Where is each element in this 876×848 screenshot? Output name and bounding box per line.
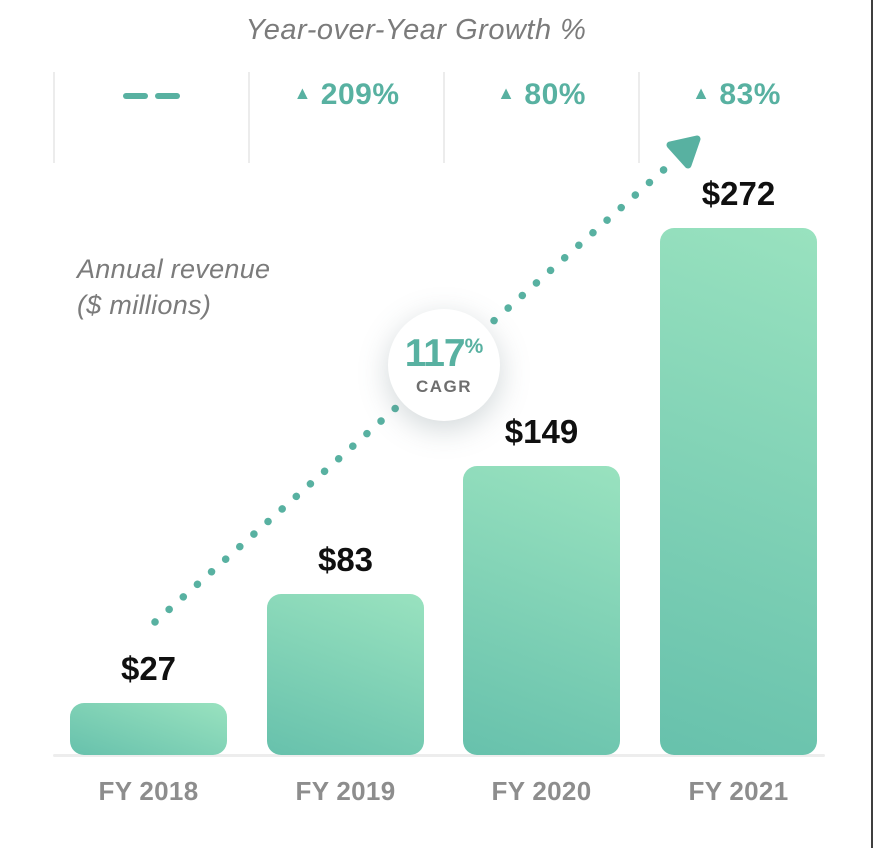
bar-category-label: FY 2018 xyxy=(98,776,199,806)
bar-category-label: FY 2021 xyxy=(688,776,789,806)
triangle-up-icon: ▲ xyxy=(293,82,312,103)
growth-cell-fy-2018 xyxy=(53,72,248,163)
growth-percent-text: 209% xyxy=(320,78,400,111)
dash-icon xyxy=(123,93,148,99)
growth-value: ▲ 80% xyxy=(497,78,586,112)
cagr-number: 117 xyxy=(404,331,466,375)
dash-icon xyxy=(155,93,180,99)
bar-category-label: FY 2019 xyxy=(295,776,396,806)
bar-value-label: $27 xyxy=(120,650,177,687)
cagr-label: CAGR xyxy=(415,376,473,396)
x-axis-baseline xyxy=(53,754,825,757)
bar-fy-2021 xyxy=(660,228,817,755)
cagr-badge: 117% CAGR xyxy=(388,309,500,421)
y-axis-label: Annual revenue ($ millions) xyxy=(77,252,270,324)
chart-title: Year-over-Year Growth % xyxy=(245,14,587,46)
bar-value-label: $83 xyxy=(317,541,374,578)
growth-percent-text: 83% xyxy=(719,78,781,111)
cagr-value: 117% xyxy=(405,334,484,373)
bar-fy-2020 xyxy=(463,466,620,755)
y-axis-label-line1: Annual revenue xyxy=(77,254,271,284)
growth-cell-fy-2019: ▲ 209% xyxy=(248,72,443,163)
y-axis-label-line2: ($ millions) xyxy=(77,289,212,320)
bar-value-label: $149 xyxy=(504,413,579,450)
growth-header-row: ▲ 209% ▲ 80% ▲ 83% xyxy=(53,72,833,163)
bar-fy-2019 xyxy=(267,594,424,755)
growth-cell-fy-2021: ▲ 83% xyxy=(638,72,833,163)
growth-percent-text: 80% xyxy=(524,78,586,111)
window-right-edge xyxy=(871,0,873,848)
no-growth-dashes-icon xyxy=(123,93,180,99)
growth-value: ▲ 83% xyxy=(692,78,781,112)
bar-category-label: FY 2020 xyxy=(491,776,592,806)
bar-fy-2018 xyxy=(70,703,227,755)
bar-value-label: $272 xyxy=(701,175,776,212)
growth-value: ▲ 209% xyxy=(293,78,399,112)
growth-cell-fy-2020: ▲ 80% xyxy=(443,72,638,163)
triangle-up-icon: ▲ xyxy=(497,82,516,103)
triangle-up-icon: ▲ xyxy=(692,82,711,103)
cagr-percent-sign: % xyxy=(464,334,484,358)
